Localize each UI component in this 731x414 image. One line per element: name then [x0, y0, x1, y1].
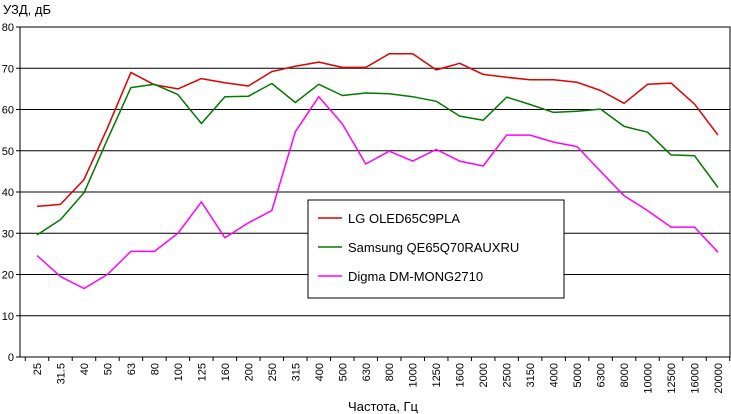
y-tick-label: 40: [2, 187, 14, 199]
x-tick-label: 250: [267, 363, 279, 381]
x-tick-label: 4000: [549, 363, 561, 387]
x-tick-label: 400: [314, 363, 326, 381]
legend-label-1: Samsung QE65Q70RAUXRU: [348, 240, 519, 255]
x-tick-label: 1600: [455, 363, 467, 387]
x-tick-label: 25: [32, 363, 44, 375]
x-tick-label: 3150: [525, 363, 537, 387]
series-line-1: [36, 82, 719, 236]
y-tick-label: 10: [2, 311, 14, 323]
x-tick-label: 63: [126, 363, 138, 375]
x-tick-label: 500: [337, 363, 349, 381]
legend-items: LG OLED65C9PLA Samsung QE65Q70RAUXRU Digma…: [318, 211, 519, 284]
x-tick-label: 1250: [431, 363, 443, 387]
series-lines: [36, 53, 719, 290]
x-tick-label: 200: [243, 363, 255, 381]
x-tick-label: 160: [220, 363, 232, 381]
y-tick-label: 60: [2, 105, 14, 117]
x-tick-label: 6300: [596, 363, 608, 387]
x-tick-label: 315: [290, 363, 302, 381]
y-tick-label: 80: [2, 22, 14, 34]
x-tick-label: 5000: [572, 363, 584, 387]
x-tick-label: 80: [149, 363, 161, 375]
y-tick-label: 0: [8, 352, 14, 364]
x-axis-title: Частота, Гц: [348, 399, 418, 414]
y-axis-ticks: 0 10 20 30 40 50 60 70 80: [2, 22, 20, 364]
grid-lines: [20, 67, 730, 317]
y-tick-label: 50: [2, 146, 14, 158]
x-tick-label: 16000: [690, 363, 702, 394]
y-tick-label: 30: [2, 228, 14, 240]
x-tick-label: 100: [173, 363, 185, 381]
legend-label-2: Digma DM-MONG2710: [348, 269, 483, 284]
x-tick-label: 12500: [666, 363, 678, 394]
series-line-0: [36, 53, 719, 208]
y-axis-title: УЗД, дБ: [3, 2, 51, 17]
x-tick-label: 40: [79, 363, 91, 375]
x-tick-label: 2500: [502, 363, 514, 387]
x-tick-label: 800: [384, 363, 396, 381]
series-line-2: [36, 95, 719, 290]
x-tick-label: 20000: [713, 363, 725, 394]
legend-box: [307, 199, 565, 299]
x-tick-label: 125: [196, 363, 208, 381]
legend: LG OLED65C9PLA Samsung QE65Q70RAUXRU Digma…: [307, 199, 565, 299]
x-tick-label: 10000: [643, 363, 655, 394]
y-tick-label: 20: [2, 270, 14, 282]
x-tick-label: 2000: [478, 363, 490, 387]
x-tick-label: 1000: [408, 363, 420, 387]
x-axis-ticks: 25 31.5 40 50 63 80 100 125 160 200 250 315 400 500 63…: [24, 357, 731, 394]
x-tick-label: 31.5: [55, 363, 67, 384]
x-tick-label: 630: [361, 363, 373, 381]
x-tick-label: 8000: [619, 363, 631, 387]
legend-label-0: LG OLED65C9PLA: [348, 211, 460, 226]
y-tick-label: 70: [2, 63, 14, 75]
x-tick-label: 50: [102, 363, 114, 375]
